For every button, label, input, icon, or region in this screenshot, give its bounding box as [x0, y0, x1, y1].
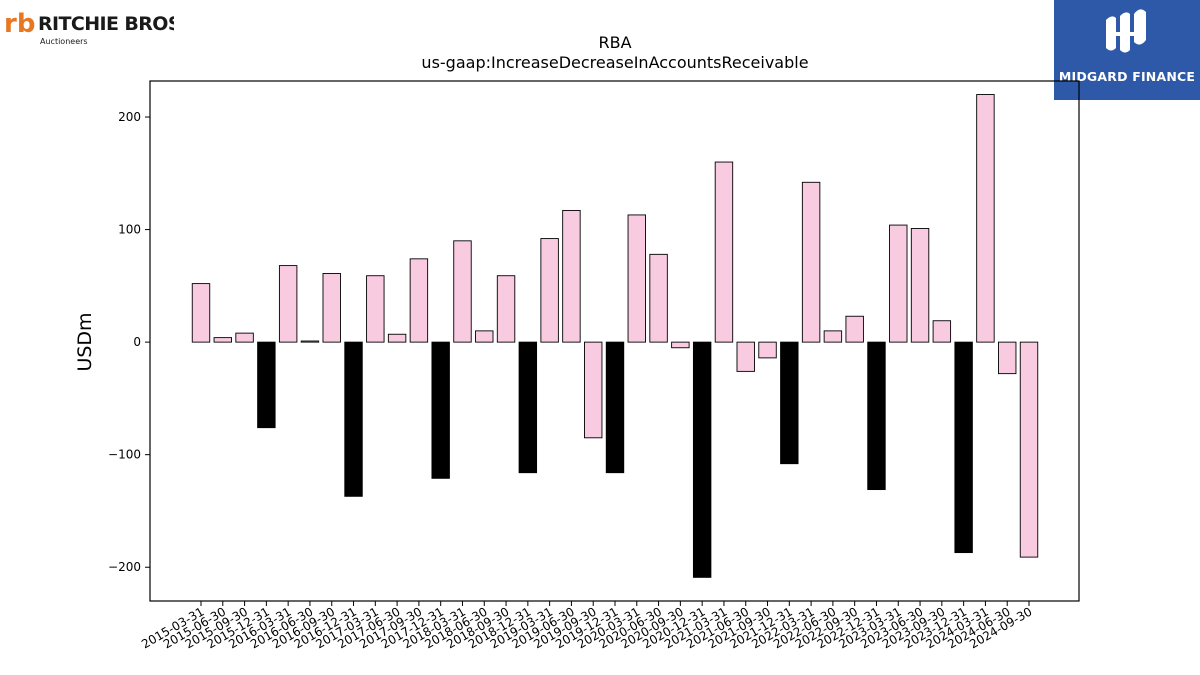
bar	[518, 341, 538, 474]
plot-area: −200−10001002002015-03-312015-06-302015-…	[108, 80, 1080, 651]
bar	[976, 94, 995, 343]
y-tick-label: 100	[118, 223, 141, 237]
bar	[823, 330, 843, 343]
left-logo-brand: RITCHIE BROS.	[38, 13, 174, 35]
bar	[191, 283, 211, 343]
y-axis-label: USDm	[74, 312, 96, 371]
bar	[322, 273, 341, 343]
bar	[1019, 341, 1039, 558]
bar	[910, 227, 930, 343]
midgard-emblem-icon	[1106, 9, 1146, 53]
y-tick-label: −100	[108, 448, 141, 462]
bar	[605, 341, 625, 474]
bar	[431, 341, 450, 479]
bar	[300, 340, 320, 343]
bar	[998, 341, 1017, 375]
bar	[649, 253, 668, 343]
bar	[801, 181, 821, 343]
midgard-finance-logo: MIDGARD FINANCE	[1054, 0, 1200, 100]
bar	[736, 341, 755, 372]
bar	[714, 161, 734, 343]
bar	[671, 341, 690, 349]
bar	[889, 224, 908, 343]
bar	[845, 315, 864, 343]
bar	[235, 332, 254, 343]
bar	[475, 330, 494, 343]
bar	[780, 341, 799, 465]
bar	[627, 214, 646, 343]
bar	[344, 341, 363, 497]
left-logo-sub: Auctioneers	[40, 37, 88, 46]
chart-subtitle: us-gaap:IncreaseDecreaseInAccountsReceiv…	[421, 53, 808, 72]
bar	[540, 238, 559, 343]
chart-title: RBA	[598, 33, 631, 52]
y-tick-label: −200	[108, 560, 141, 574]
y-tick-label: 0	[133, 335, 141, 349]
bar	[692, 341, 712, 578]
rb-monogram-icon: rb	[4, 9, 35, 39]
bar	[867, 341, 886, 491]
bar	[213, 337, 232, 343]
bar	[496, 275, 516, 343]
right-logo-brand: MIDGARD FINANCE	[1058, 69, 1196, 84]
y-tick-label: 200	[118, 110, 141, 124]
ritchie-bros-logo: rb RITCHIE BROS. Auctioneers	[4, 4, 188, 48]
bar	[278, 265, 298, 343]
bar	[584, 341, 603, 439]
bar	[954, 341, 973, 554]
bar	[932, 320, 952, 343]
bar	[366, 275, 385, 343]
bar	[758, 341, 777, 359]
bar	[562, 209, 581, 343]
bar	[387, 333, 407, 343]
bar	[409, 258, 429, 343]
bar	[453, 240, 472, 343]
bar	[257, 341, 276, 429]
